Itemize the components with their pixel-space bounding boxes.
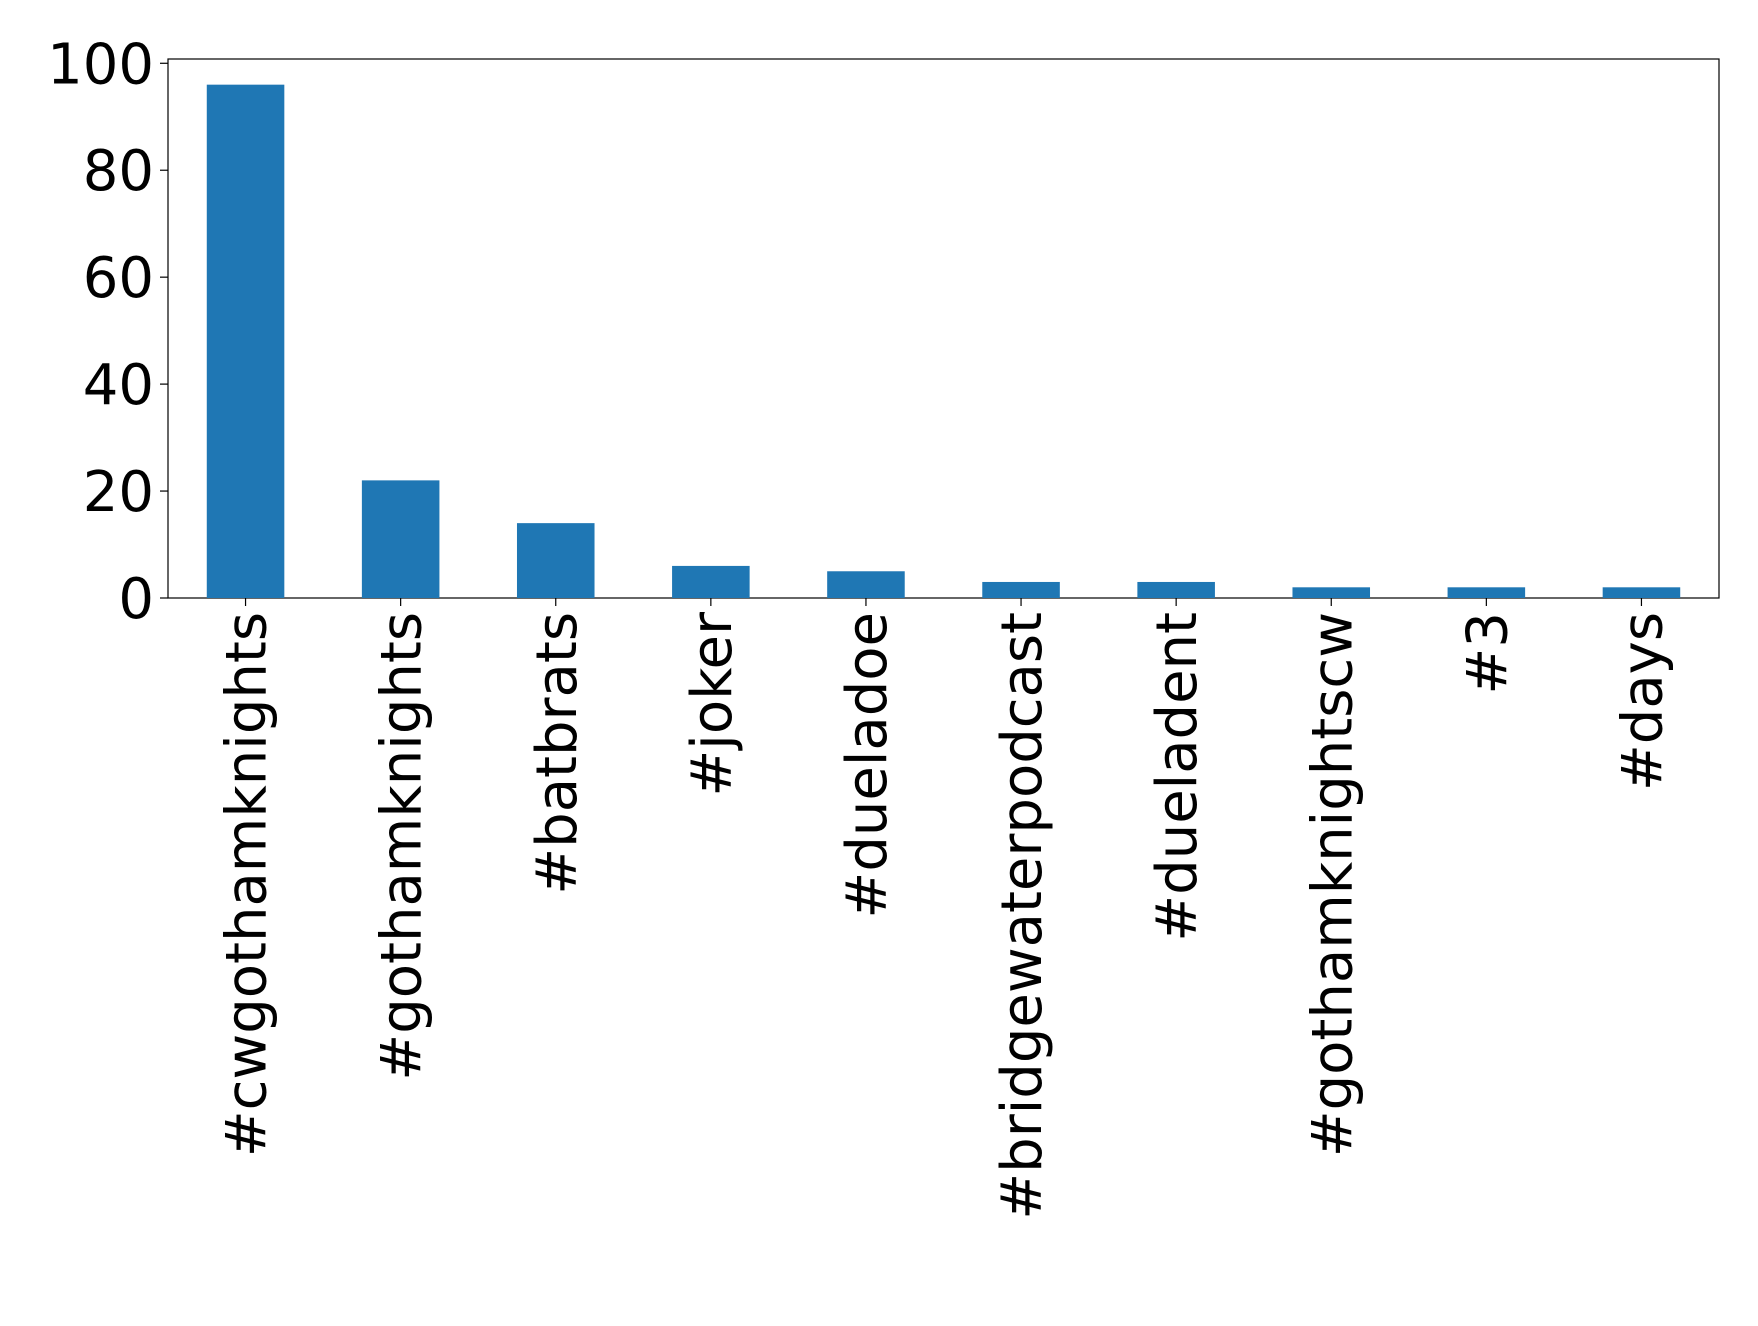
bar [1137, 581, 1215, 598]
bar [827, 571, 905, 598]
bar [206, 84, 285, 598]
y-tick-label: 40 [83, 353, 154, 418]
x-tick-label: #bridgewaterpodcast [990, 612, 1055, 1220]
x-tick-label: #joker [680, 611, 745, 797]
bar [361, 480, 440, 598]
plot-frame [167, 58, 1720, 599]
x-tick-label: #dueladent [1145, 612, 1210, 942]
y-tick-label: 20 [83, 460, 154, 525]
bar [1447, 587, 1526, 598]
x-tick-label: #batbrats [525, 612, 590, 895]
bar [672, 565, 750, 598]
x-tick-label: #gothamknightscw [1300, 612, 1365, 1157]
bar [982, 581, 1060, 598]
bar [1292, 587, 1371, 598]
x-tick-label: #dueladoe [835, 612, 900, 919]
x-tick-label: #days [1610, 612, 1675, 791]
y-tick-label: 80 [83, 139, 154, 204]
bar [516, 523, 595, 598]
y-tick-label: 100 [47, 32, 154, 97]
y-tick-label: 0 [118, 567, 154, 632]
x-tick-label: #3 [1455, 612, 1520, 695]
y-tick-label: 60 [83, 246, 154, 311]
bar [1602, 587, 1681, 598]
x-tick-label: #cwgothamknights [215, 612, 280, 1157]
x-tick-label: #gothamknights [370, 612, 435, 1081]
